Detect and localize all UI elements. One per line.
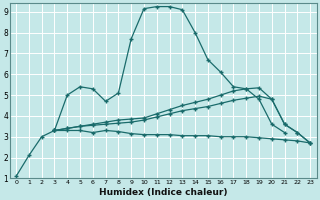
X-axis label: Humidex (Indice chaleur): Humidex (Indice chaleur): [99, 188, 228, 197]
